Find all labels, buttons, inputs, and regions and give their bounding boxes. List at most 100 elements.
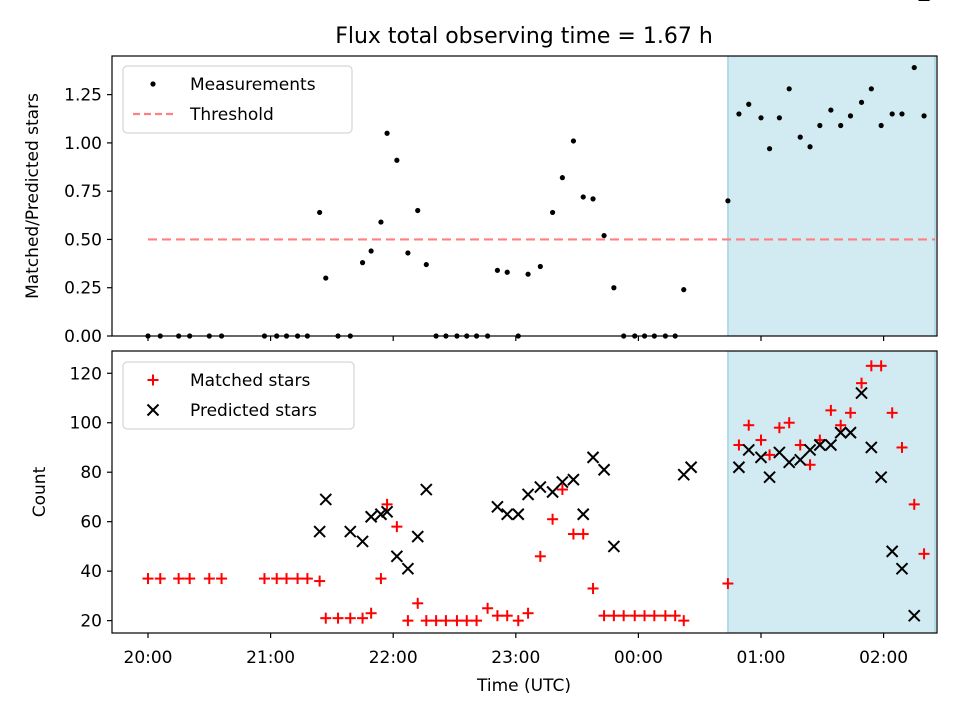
matched-star-point bbox=[567, 528, 579, 540]
matched-star-point bbox=[648, 610, 660, 622]
panel-bottom: 20 40 60 80 100 120 20:00 21:00 22:00 23:00 00:00… bbox=[30, 0, 938, 668]
matched-star-point bbox=[471, 615, 483, 627]
measurement-point bbox=[580, 194, 586, 200]
y-tick-label: 80 bbox=[80, 463, 102, 483]
measurement-point bbox=[405, 250, 411, 256]
y-tick-label: 0.00 bbox=[64, 327, 102, 347]
predicted-star-point bbox=[364, 510, 378, 523]
y-tick-label: 100 bbox=[70, 414, 102, 434]
matched-star-point bbox=[365, 607, 377, 619]
matched-star-point bbox=[918, 548, 930, 560]
y-tick-label: 0.75 bbox=[64, 182, 102, 202]
matched-star-point bbox=[844, 407, 856, 419]
observing-span bbox=[727, 350, 936, 634]
predicted-star-point bbox=[491, 500, 504, 514]
measurement-point bbox=[746, 101, 752, 107]
matched-star-point bbox=[608, 610, 620, 622]
matched-star-point bbox=[733, 439, 745, 451]
matched-star-point bbox=[482, 602, 494, 614]
matched-star-point bbox=[865, 360, 877, 372]
legend-label-matched: Matched stars bbox=[190, 371, 310, 391]
matched-star-point bbox=[461, 615, 473, 627]
matched-star-point bbox=[142, 573, 154, 585]
measurement-point bbox=[317, 209, 323, 216]
measurement-point bbox=[776, 115, 782, 121]
matched-star-point bbox=[598, 610, 610, 622]
measurement-point bbox=[786, 86, 792, 92]
predicted-star-point bbox=[813, 438, 827, 452]
predicted-star-point bbox=[782, 456, 796, 469]
axes-frame-bottom bbox=[111, 350, 938, 634]
predicted-star-point bbox=[834, 426, 847, 439]
matched-star-point bbox=[618, 610, 630, 622]
matched-star-point bbox=[258, 573, 270, 585]
shaded-span-top bbox=[727, 55, 936, 337]
matched-star-point bbox=[896, 441, 908, 453]
measurement-point bbox=[384, 130, 390, 136]
matched-star-point bbox=[501, 610, 513, 622]
x-tick-label: 22:00 bbox=[369, 648, 418, 668]
legend-marker-matched bbox=[147, 374, 159, 386]
y-ticks-top: 0.00 0.25 0.50 0.75 1.00 1.25 bbox=[64, 86, 112, 347]
x-tick-label: 23:00 bbox=[491, 648, 540, 668]
measurement-point bbox=[525, 271, 531, 277]
measurement-point bbox=[570, 138, 577, 144]
matched-star-point bbox=[440, 615, 452, 627]
predicted-star-point bbox=[763, 470, 776, 484]
y-tick-label: 0.50 bbox=[64, 230, 102, 250]
matched-star-point bbox=[835, 419, 847, 431]
predicted-star-point bbox=[874, 470, 888, 484]
y-tick-label: 0.25 bbox=[64, 279, 102, 299]
predicted-star-point bbox=[501, 508, 514, 521]
matched-star-point bbox=[375, 573, 387, 585]
predicted-star-point bbox=[546, 485, 559, 499]
matched-star-point bbox=[755, 434, 767, 446]
predicted-star-point bbox=[597, 463, 611, 476]
matched-star-point bbox=[512, 615, 524, 627]
measurement-point bbox=[899, 111, 905, 117]
legend-bottom: Matched stars Predicted stars bbox=[122, 361, 355, 430]
matched-star-point bbox=[320, 612, 332, 624]
measurement-point bbox=[725, 198, 731, 204]
y-tick-label: 1.00 bbox=[64, 134, 102, 154]
measurement-point bbox=[504, 269, 510, 275]
matched-star-point bbox=[292, 573, 304, 585]
measurement-point bbox=[766, 146, 773, 152]
matched-star-point bbox=[301, 573, 313, 585]
matched-star-point bbox=[154, 573, 166, 585]
y-axis-label-top: Matched/Predicted stars bbox=[23, 93, 43, 299]
legend-label-measurements: Measurements bbox=[190, 75, 316, 95]
measurement-point bbox=[394, 157, 400, 163]
y-tick-label: 120 bbox=[70, 364, 102, 384]
measurement-point bbox=[494, 267, 501, 273]
predicted-star-point bbox=[567, 473, 580, 486]
x-ticks-top bbox=[147, 336, 885, 341]
measurement-point bbox=[549, 209, 556, 216]
observing-span bbox=[727, 55, 936, 337]
predicted-star-point bbox=[319, 493, 332, 506]
measurement-point bbox=[878, 122, 884, 129]
measurement-point bbox=[415, 207, 421, 214]
measurement-point bbox=[611, 285, 617, 291]
matched-star-point bbox=[332, 612, 344, 624]
measurement-point bbox=[423, 261, 429, 268]
matched-star-point bbox=[402, 615, 414, 627]
chart-title: Flux total observing time = 1.67 h bbox=[335, 24, 713, 49]
matched-star-point bbox=[577, 528, 589, 540]
predicted-star-point bbox=[607, 540, 621, 553]
measurement-point bbox=[911, 64, 917, 71]
measurement-point bbox=[889, 111, 895, 117]
predicted-star-point bbox=[380, 505, 394, 518]
predicted-star-point bbox=[803, 443, 817, 457]
predicted-star-point bbox=[732, 461, 746, 474]
predicted-star-points bbox=[313, 0, 930, 622]
predicted-star-point bbox=[895, 562, 909, 575]
measurement-point bbox=[858, 99, 865, 105]
predicted-star-point bbox=[794, 453, 807, 467]
x-tick-label: 20:00 bbox=[124, 648, 173, 668]
matched-star-point bbox=[678, 615, 690, 627]
matched-star-point bbox=[804, 459, 816, 471]
predicted-star-point bbox=[356, 535, 369, 548]
matched-star-point bbox=[908, 498, 920, 510]
